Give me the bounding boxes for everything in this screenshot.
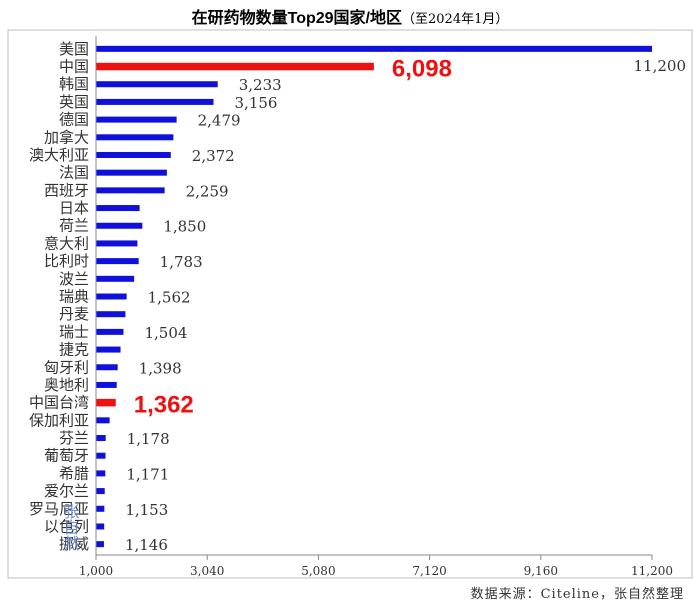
- bar-以色列: [96, 523, 105, 530]
- x-tick-label: 9,160: [524, 564, 558, 578]
- data-label: 1,153: [125, 501, 168, 519]
- category-label: 中国: [59, 58, 89, 76]
- category-label: 波兰: [59, 270, 89, 288]
- bar-意大利: [96, 240, 138, 247]
- data-label: 1,504: [144, 324, 187, 342]
- data-label: 1,850: [163, 218, 206, 236]
- bar-匈牙利: [96, 364, 118, 371]
- data-label: 1,783: [160, 253, 203, 271]
- category-label: 罗马尼亚: [29, 500, 89, 518]
- category-label: 以色列: [44, 517, 89, 535]
- data-label: 1,146: [125, 536, 168, 554]
- bar-法国: [96, 169, 167, 176]
- data-label: 1,398: [139, 359, 182, 377]
- x-tick-label: 1,000: [79, 564, 113, 578]
- x-tick-label: 7,120: [412, 564, 446, 578]
- category-label: 西班牙: [44, 181, 89, 199]
- category-label: 法国: [59, 164, 89, 182]
- chart-title-text: 在研药物数量Top29国家/地区: [191, 10, 403, 27]
- bar-韩国: [96, 81, 218, 88]
- data-label: 3,156: [235, 94, 278, 112]
- category-label: 日本: [59, 199, 89, 217]
- data-label: 6,098: [392, 56, 452, 83]
- bar-丹麦: [96, 311, 126, 318]
- x-tick-label: 3,040: [190, 564, 224, 578]
- category-label: 希腊: [59, 464, 89, 482]
- data-label: 2,372: [192, 147, 235, 165]
- data-label: 2,479: [198, 112, 241, 130]
- bar-英国: [96, 98, 214, 105]
- category-label: 韩国: [59, 75, 89, 93]
- data-label: 3,233: [239, 76, 282, 94]
- category-label: 匈牙利: [44, 358, 89, 376]
- category-label: 美国: [59, 40, 89, 58]
- source-note: 数据来源：Citeline，张自然整理: [470, 587, 684, 602]
- bar-中国: [96, 62, 374, 71]
- bar-瑞典: [96, 293, 127, 300]
- category-label: 比利时: [44, 252, 89, 270]
- data-label: 1,362: [134, 392, 194, 419]
- chart-subtitle: （至2024年1月）: [402, 12, 509, 27]
- bar-西班牙: [96, 187, 165, 194]
- bar-波兰: [96, 275, 135, 282]
- data-label: 1,178: [127, 430, 170, 448]
- category-label: 奥地利: [44, 376, 89, 394]
- category-label: 爱尔兰: [44, 482, 89, 500]
- bar-中国台湾: [96, 398, 116, 407]
- bar-澳大利亚: [96, 151, 171, 158]
- bar-日本: [96, 205, 140, 212]
- category-label: 芬兰: [59, 429, 89, 447]
- category-label: 加拿大: [44, 128, 89, 146]
- bar-葡萄牙: [96, 452, 106, 459]
- data-label: 1,562: [148, 289, 191, 307]
- bar-瑞士: [96, 328, 124, 335]
- data-label: 1,171: [126, 465, 169, 483]
- bar-挪威: [96, 541, 104, 548]
- bar-芬兰: [96, 435, 106, 442]
- category-label: 瑞典: [59, 288, 89, 306]
- category-label: 意大利: [44, 234, 89, 252]
- bars-group: [96, 45, 652, 548]
- bar-美国: [96, 45, 652, 52]
- category-labels: 美国中国韩国英国德国加拿大澳大利亚法国西班牙日本荷兰意大利比利时波兰瑞典丹麦瑞士…: [29, 40, 89, 553]
- category-label: 德国: [59, 111, 89, 129]
- category-label: 英国: [59, 93, 89, 111]
- x-tick-label: 11,200: [631, 564, 673, 578]
- bar-加拿大: [96, 134, 174, 141]
- category-label: 保加利亚: [29, 411, 89, 429]
- category-label: 荷兰: [59, 217, 89, 235]
- data-label: 11,200: [634, 57, 687, 75]
- bar-希腊: [96, 470, 106, 477]
- bar-比利时: [96, 258, 139, 265]
- x-axis: 1,000 3,040 5,080 7,120 9,160 11,200: [79, 36, 673, 578]
- bar-爱尔兰: [96, 488, 105, 495]
- x-tick-label: 5,080: [301, 564, 335, 578]
- bar-德国: [96, 116, 177, 123]
- bar-罗马尼亚: [96, 505, 105, 512]
- category-label: 中国台湾: [29, 394, 89, 412]
- bar-荷兰: [96, 222, 143, 229]
- watermark: 张自然: [61, 503, 80, 551]
- data-label: 2,259: [186, 182, 229, 200]
- chart-title: 在研药物数量Top29国家/地区（至2024年1月）: [0, 4, 700, 28]
- category-label: 捷克: [59, 341, 89, 359]
- plot-frame: [7, 29, 693, 579]
- category-label: 挪威: [59, 535, 89, 553]
- category-label: 瑞士: [59, 323, 89, 341]
- bar-捷克: [96, 346, 121, 353]
- category-label: 丹麦: [59, 305, 89, 323]
- bar-保加利亚: [96, 417, 110, 424]
- category-label: 澳大利亚: [29, 146, 89, 164]
- category-label: 葡萄牙: [44, 447, 89, 465]
- bar-奥地利: [96, 381, 117, 388]
